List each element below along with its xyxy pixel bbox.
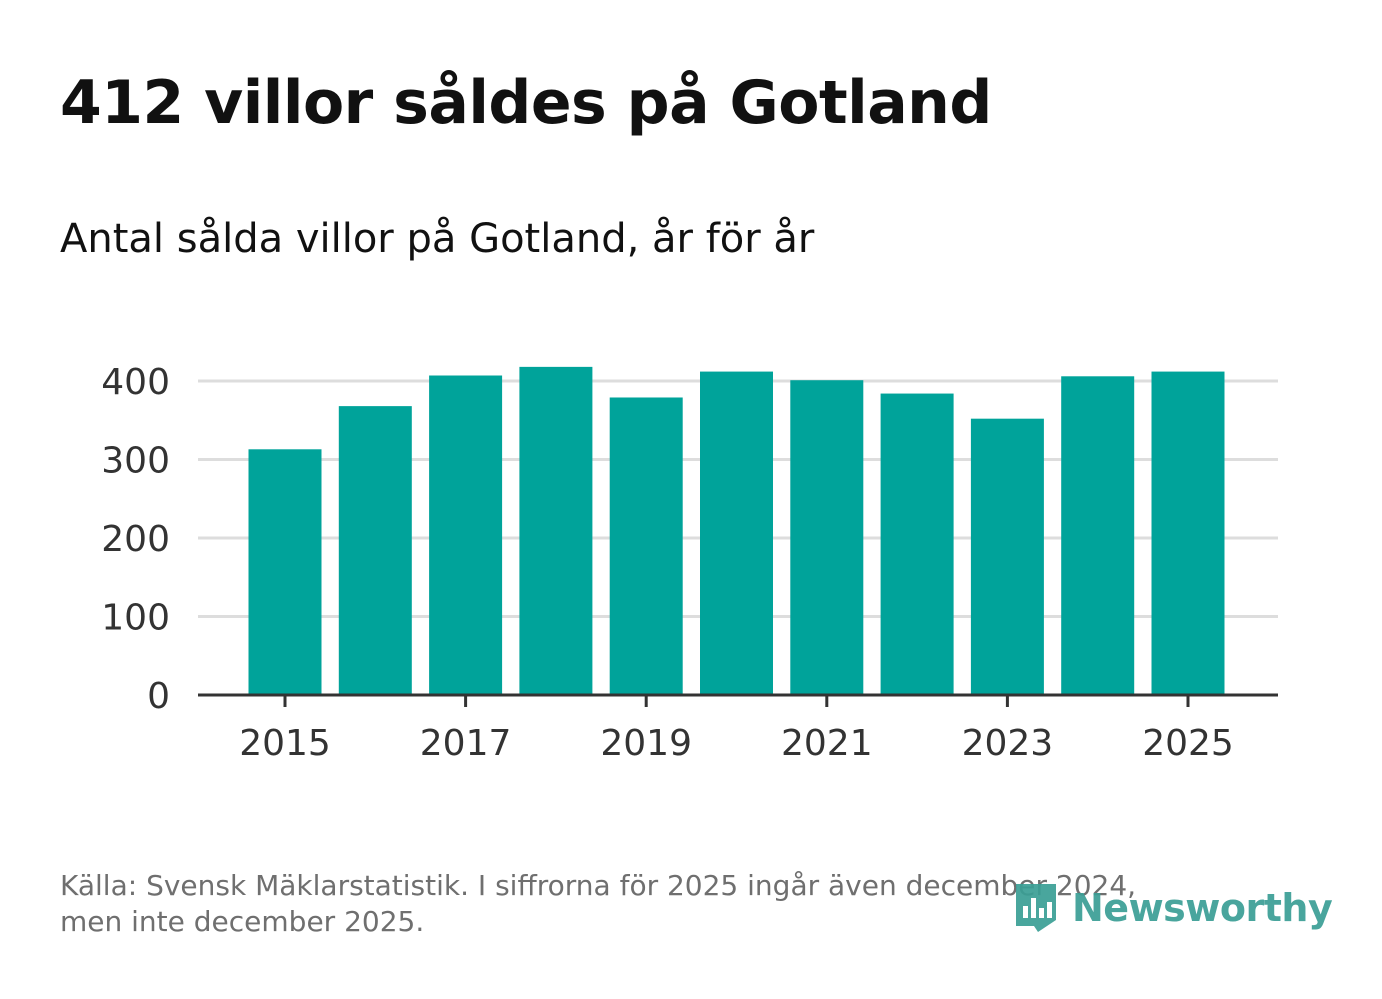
x-tick-label: 2021 bbox=[781, 723, 873, 764]
source-line-1: Källa: Svensk Mäklarstatistik. I siffror… bbox=[60, 869, 1137, 902]
y-tick-label: 400 bbox=[101, 362, 170, 403]
source-note: Källa: Svensk Mäklarstatistik. I siffror… bbox=[60, 868, 1260, 940]
bar-2019 bbox=[609, 397, 683, 695]
bar-chart: 0 100 200 300 400 2015 2017 2019 2021 2023 2025 bbox=[101, 362, 1278, 764]
y-tick-label: 300 bbox=[101, 441, 170, 482]
bar-2020 bbox=[700, 371, 773, 695]
chart-subtitle: Antal sålda villor på Gotland, år för år bbox=[60, 216, 815, 262]
newsworthy-logo-icon bbox=[1016, 884, 1056, 932]
bar-2017 bbox=[429, 375, 503, 695]
bar-2015 bbox=[248, 449, 322, 695]
bar-2021 bbox=[790, 380, 864, 695]
chart-title: 412 villor såldes på Gotland bbox=[60, 68, 992, 138]
y-tick-label: 100 bbox=[101, 598, 170, 639]
x-tick-label: 2017 bbox=[420, 723, 512, 764]
y-tick-label: 200 bbox=[101, 519, 170, 560]
y-tick-label: 0 bbox=[147, 676, 170, 717]
bar-2023 bbox=[970, 418, 1044, 695]
x-tick-label: 2015 bbox=[239, 723, 331, 764]
bar-2025 bbox=[1151, 371, 1225, 695]
bar-2016 bbox=[338, 406, 412, 695]
x-tick-label: 2019 bbox=[600, 723, 692, 764]
bar-2024 bbox=[1061, 376, 1135, 695]
x-tick-label: 2023 bbox=[962, 723, 1054, 764]
newsworthy-logo: Newsworthy bbox=[1012, 880, 1333, 936]
bar-2022 bbox=[880, 393, 954, 695]
bars bbox=[248, 366, 1225, 695]
axes: 0 100 200 300 400 2015 2017 2019 2021 2023 2025 bbox=[101, 362, 1278, 764]
x-tick-label: 2025 bbox=[1142, 723, 1234, 764]
bar-2018 bbox=[519, 366, 593, 695]
source-line-2: men inte december 2025. bbox=[60, 905, 425, 938]
newsworthy-logo-text: Newsworthy bbox=[1072, 886, 1333, 930]
